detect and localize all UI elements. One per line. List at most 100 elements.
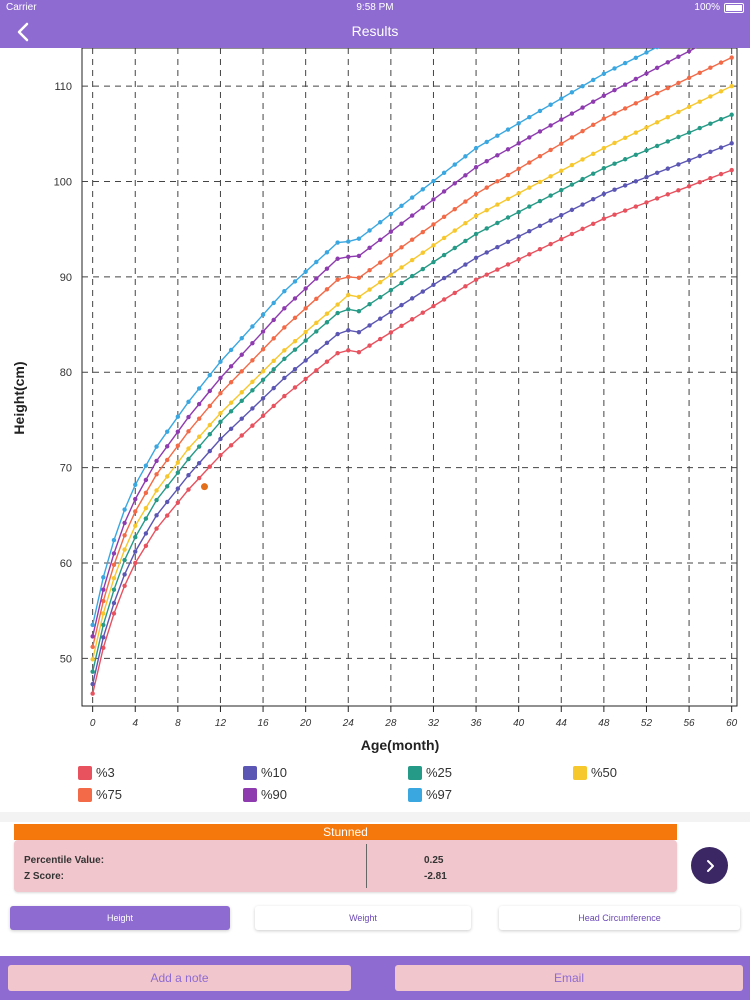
data-point xyxy=(697,153,702,159)
data-point xyxy=(388,229,394,234)
data-point xyxy=(271,317,276,323)
data-point xyxy=(143,490,149,496)
data-point xyxy=(548,174,553,179)
data-point xyxy=(186,429,191,434)
data-point xyxy=(271,385,276,391)
data-point xyxy=(601,191,607,197)
data-point xyxy=(122,520,127,526)
data-point xyxy=(292,366,298,372)
y-tick-label: 110 xyxy=(54,81,72,93)
y-tick-label: 80 xyxy=(60,367,72,379)
data-point xyxy=(175,500,181,505)
y-axis-label: Height(cm) xyxy=(11,361,27,434)
data-point xyxy=(729,112,734,117)
add-note-button[interactable]: Add a note xyxy=(8,965,351,991)
email-button[interactable]: Email xyxy=(395,965,743,991)
data-point xyxy=(601,93,607,98)
bottom-bar: Add a note Email xyxy=(0,956,750,1000)
data-point xyxy=(580,226,585,232)
data-point xyxy=(420,310,426,315)
data-point xyxy=(527,114,532,120)
data-point xyxy=(143,477,149,483)
data-point xyxy=(260,377,266,383)
data-point xyxy=(239,398,244,404)
data-point xyxy=(154,513,159,518)
data-point xyxy=(452,206,457,212)
data-point xyxy=(303,338,308,343)
data-point xyxy=(378,316,383,321)
legend-label: %10 xyxy=(261,765,288,780)
data-point xyxy=(431,178,436,184)
data-point xyxy=(250,406,255,411)
data-point xyxy=(133,496,138,502)
next-button[interactable] xyxy=(691,847,728,884)
data-point xyxy=(644,174,649,180)
data-point xyxy=(399,245,404,250)
data-point xyxy=(239,369,244,374)
x-tick-label: 56 xyxy=(684,718,696,729)
data-point xyxy=(708,175,713,181)
data-point xyxy=(228,400,234,405)
legend-swatch xyxy=(78,765,92,780)
data-point xyxy=(399,323,404,329)
data-point xyxy=(612,212,617,217)
data-point xyxy=(207,422,213,428)
data-point xyxy=(388,287,394,293)
data-point xyxy=(580,176,585,182)
legend-item: %25 xyxy=(408,765,452,780)
tab-height[interactable]: Height xyxy=(10,906,230,930)
data-point xyxy=(463,238,468,244)
data-point xyxy=(282,288,287,294)
data-point xyxy=(548,123,553,128)
data-point xyxy=(729,167,734,173)
data-point xyxy=(303,306,308,311)
data-point xyxy=(601,165,607,171)
data-point xyxy=(537,108,543,114)
data-point xyxy=(569,231,575,237)
chart-legend: %3 %10 %25 %50 %75 %90 %97 xyxy=(78,765,738,805)
data-point xyxy=(165,444,170,449)
data-point xyxy=(612,111,617,116)
data-point xyxy=(122,533,127,538)
data-point xyxy=(420,187,426,192)
data-point xyxy=(473,191,479,197)
data-point xyxy=(250,423,255,428)
chart-svg: 0 4 8 12 16 20 24 28 32 36 40 44 48 52 56 6050607080901… xyxy=(11,47,738,753)
data-point xyxy=(165,499,170,505)
data-point xyxy=(548,218,553,223)
data-point xyxy=(718,89,724,94)
legend-swatch xyxy=(243,765,257,780)
back-icon[interactable] xyxy=(12,20,36,44)
data-point xyxy=(367,228,372,233)
data-point xyxy=(633,204,639,209)
data-point xyxy=(346,254,351,260)
data-point xyxy=(633,152,639,158)
data-point xyxy=(250,340,255,346)
data-point xyxy=(420,289,426,294)
data-point xyxy=(154,526,159,531)
series-group xyxy=(90,48,734,696)
data-point xyxy=(314,368,319,373)
data-point xyxy=(271,403,276,409)
data-point xyxy=(303,269,308,274)
data-point xyxy=(292,385,298,390)
data-point xyxy=(335,240,340,245)
data-point xyxy=(686,130,692,135)
chevron-right-icon xyxy=(706,859,714,872)
data-point xyxy=(686,48,692,54)
data-point xyxy=(420,250,426,255)
legend-label: %75 xyxy=(96,787,123,802)
data-point xyxy=(324,311,330,316)
legend-item: %3 xyxy=(78,765,115,780)
data-point xyxy=(409,195,415,200)
data-point xyxy=(655,48,660,50)
data-point xyxy=(441,235,447,241)
data-point xyxy=(665,166,670,171)
data-point xyxy=(324,359,330,364)
legend-swatch xyxy=(408,765,422,780)
tab-head-circumference[interactable]: Head Circumference xyxy=(499,906,740,930)
data-point xyxy=(175,470,181,475)
data-point xyxy=(548,241,553,247)
tab-weight[interactable]: Weight xyxy=(255,906,471,930)
data-point xyxy=(250,324,255,329)
